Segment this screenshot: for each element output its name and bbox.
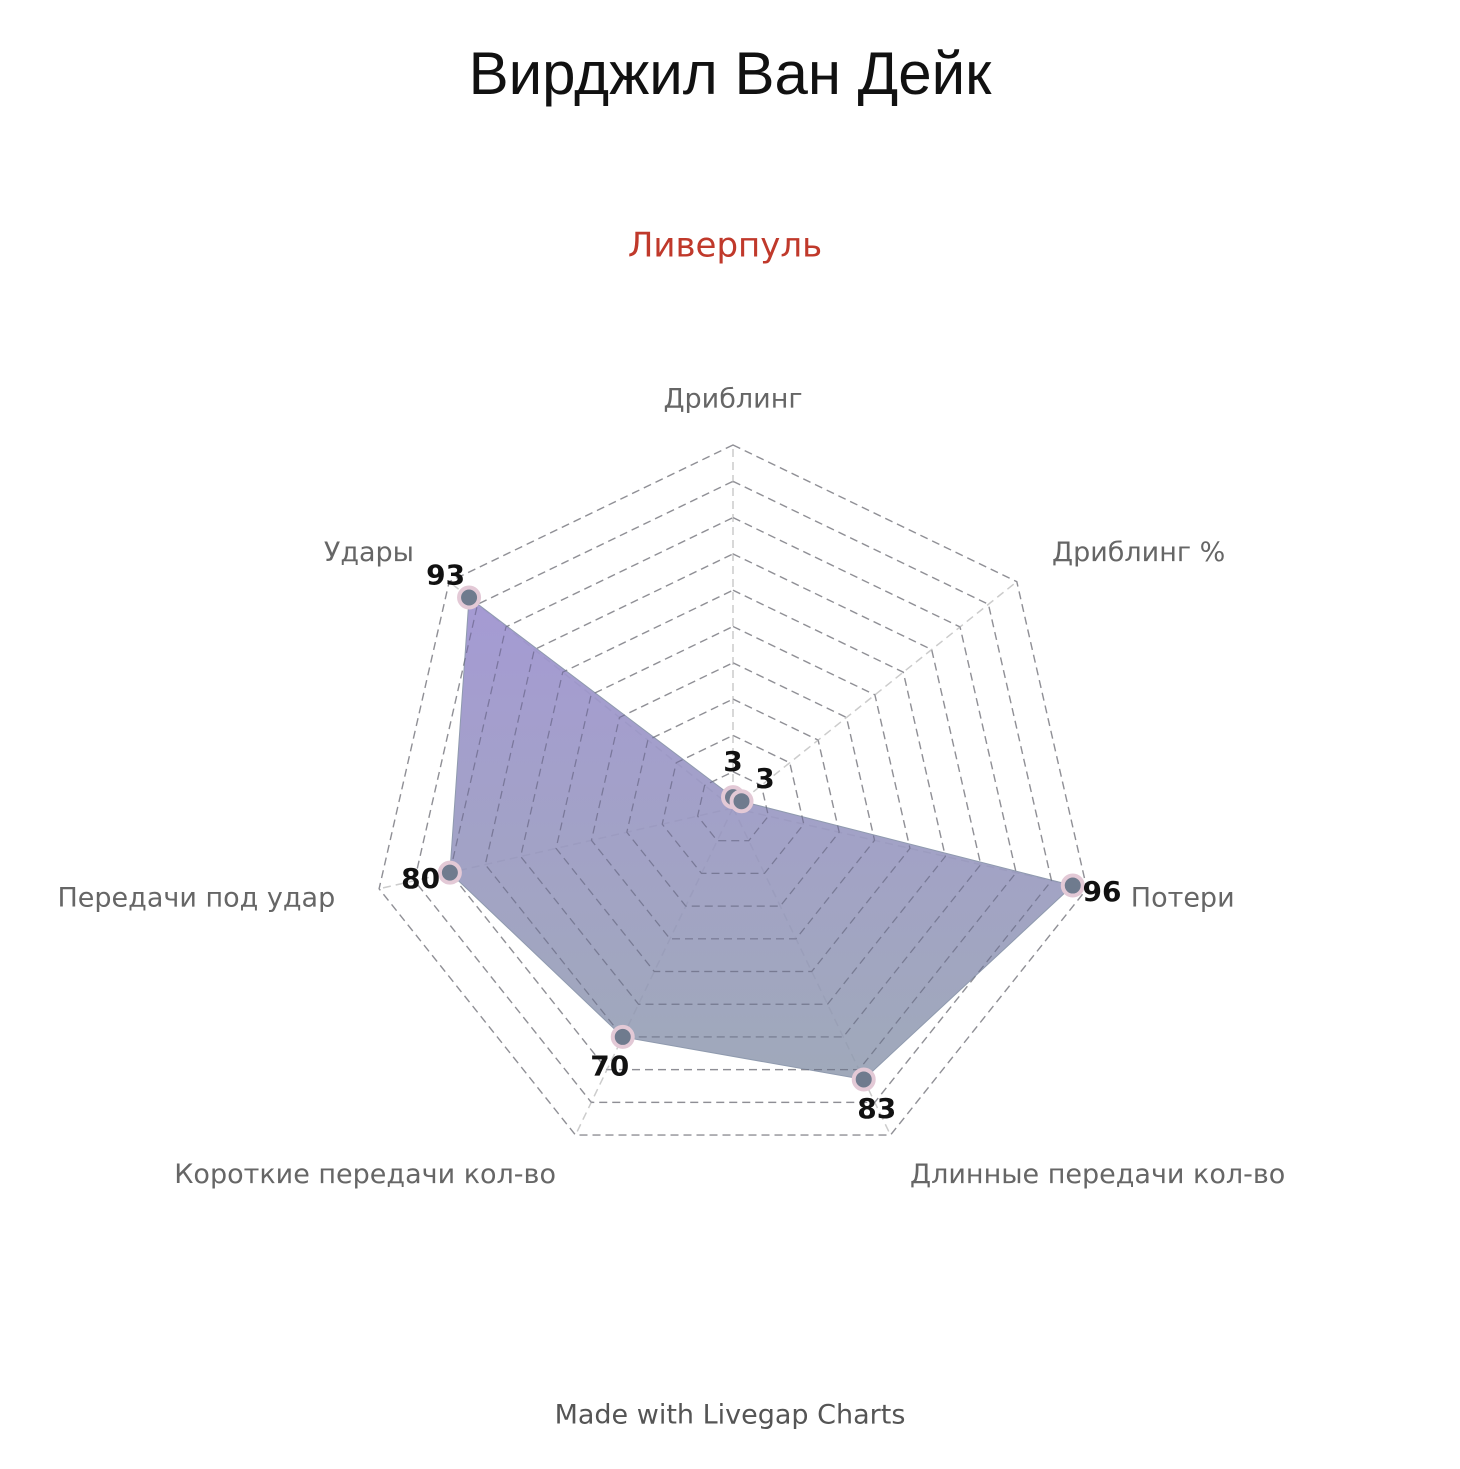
spoke [732,581,1018,809]
chart-subtitle: Ливерпуль [628,226,822,266]
axis-label: Потери [1131,882,1235,913]
spoke [378,807,734,890]
axis-label: Дриблинг % [1052,537,1225,568]
data-point [1060,873,1085,898]
axis-label: Дриблинг [663,384,802,415]
value-label: 3 [755,762,774,795]
data-point [729,789,754,814]
axis-label: Короткие передачи кол-во [174,1159,556,1190]
data-point [457,585,482,610]
value-label: 80 [401,862,440,895]
axis-label: Передачи под удар [58,882,336,913]
data-point [851,1067,876,1092]
value-label: 3 [723,745,742,778]
axis-label: Удары [324,537,414,568]
radar-area [449,596,1074,1080]
chart-title: Вирджил Ван Дейк [469,40,993,107]
grid-ring [378,444,1088,1136]
value-label: 96 [1083,875,1122,908]
data-point [610,1024,635,1049]
spoke [574,807,734,1136]
value-label: 83 [857,1092,896,1125]
value-label: 93 [426,558,465,591]
axis-label: Длинные передачи кол-во [910,1159,1285,1190]
data-point [437,860,462,885]
value-label: 70 [590,1050,629,1083]
footer: Made with Livegap Charts [555,1400,906,1431]
